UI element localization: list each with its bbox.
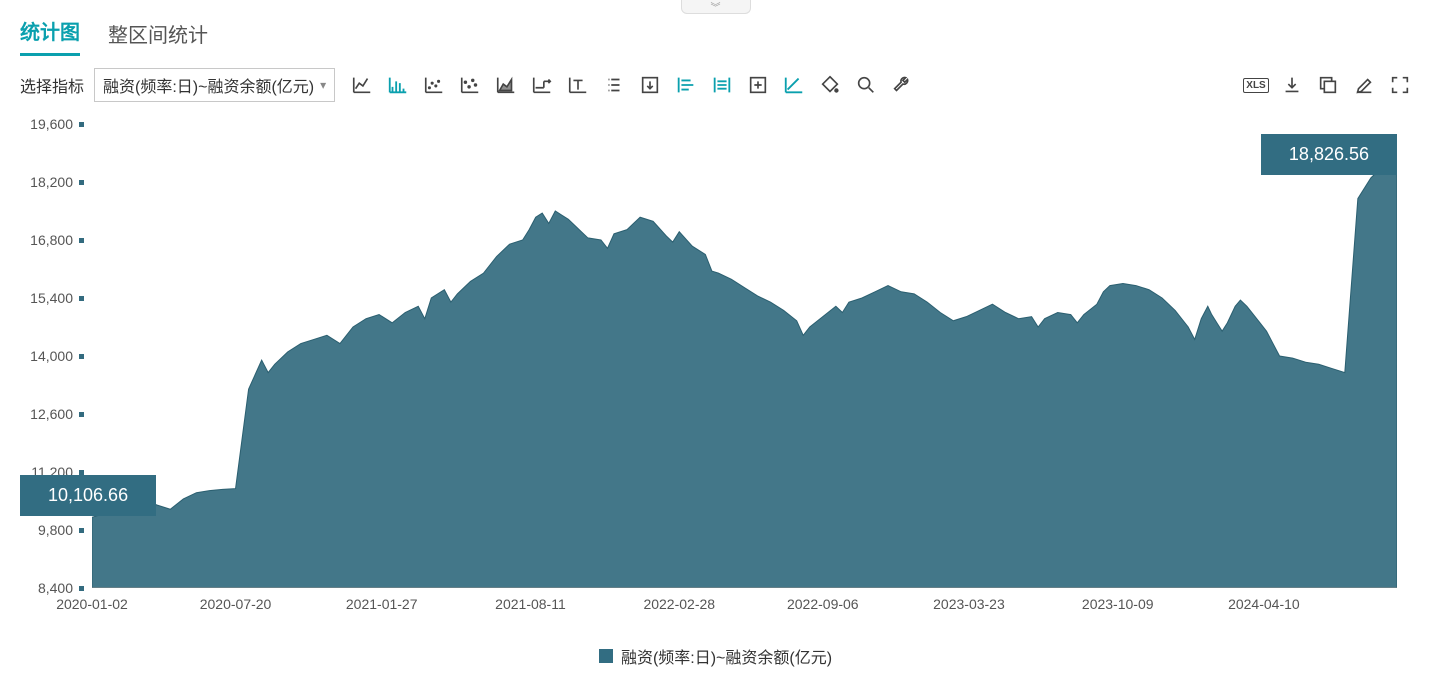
line-chart-icon[interactable] (351, 74, 373, 96)
y-tick: 15,400 (30, 290, 84, 306)
y-tick: 14,000 (30, 348, 84, 364)
chevron-down-icon: ▾ (320, 78, 326, 92)
chart-legend: 融资(频率:日)~融资余额(亿元) (20, 644, 1411, 668)
y-axis: 8,4009,80011,20012,60014,00015,40016,800… (20, 124, 92, 588)
start-value-callout: 10,106.66 (20, 475, 156, 516)
y-tick: 16,800 (30, 232, 84, 248)
step-chart-icon[interactable] (531, 74, 553, 96)
scatter-dots-icon[interactable] (423, 74, 445, 96)
y-tick: 19,600 (30, 116, 84, 132)
legend-swatch (599, 649, 613, 663)
indicator-dropdown[interactable]: 融资(频率:日)~融资余额(亿元) ▾ (94, 68, 335, 102)
toolbar-right: XLS (1245, 74, 1411, 96)
x-tick: 2022-02-28 (643, 596, 715, 612)
end-value-callout: 18,826.56 (1261, 134, 1397, 175)
x-tick: 2022-09-06 (787, 596, 859, 612)
paint-bucket-icon[interactable] (819, 74, 841, 96)
zoom-icon[interactable] (855, 74, 877, 96)
fullscreen-icon[interactable] (1389, 74, 1411, 96)
grid-add-icon[interactable] (747, 74, 769, 96)
x-axis: 2020-01-022020-07-202021-01-272021-08-11… (92, 594, 1397, 618)
area-chart-icon[interactable] (495, 74, 517, 96)
selector-label: 选择指标 (20, 73, 84, 97)
x-tick: 2021-08-11 (495, 596, 566, 612)
x-tick: 2023-03-23 (933, 596, 1005, 612)
copy-icon[interactable] (1317, 74, 1339, 96)
candle-top-icon[interactable] (567, 74, 589, 96)
x-tick: 2021-01-27 (346, 596, 418, 612)
tab-stat-chart[interactable]: 统计图 (20, 16, 80, 56)
y-tick: 8,400 (38, 580, 84, 596)
download-icon[interactable] (1281, 74, 1303, 96)
plot-area[interactable] (92, 124, 1397, 588)
scatter-plot-icon[interactable] (459, 74, 481, 96)
y-tick: 18,200 (30, 174, 84, 190)
settings-wrench-icon[interactable] (891, 74, 913, 96)
align-left-icon[interactable] (675, 74, 697, 96)
chart-type-toolbar (351, 74, 913, 96)
y-tick: 9,800 (38, 522, 84, 538)
indicator-selected: 融资(频率:日)~融资余额(亿元) (103, 73, 314, 97)
toolbar: 选择指标 融资(频率:日)~融资余额(亿元) ▾ XLS (0, 56, 1431, 110)
bar-chart-icon[interactable] (387, 74, 409, 96)
chart-area: 8,4009,80011,20012,60014,00015,40016,800… (20, 114, 1411, 674)
x-tick: 2020-07-20 (200, 596, 272, 612)
x-tick: 2020-01-02 (56, 596, 128, 612)
align-stretch-icon[interactable] (711, 74, 733, 96)
collapse-handle[interactable]: ︾ (681, 0, 751, 14)
trend-line-icon[interactable] (783, 74, 805, 96)
x-tick: 2023-10-09 (1082, 596, 1154, 612)
export-down-icon[interactable] (639, 74, 661, 96)
list-settings-icon[interactable] (603, 74, 625, 96)
x-tick: 2024-04-10 (1228, 596, 1300, 612)
legend-label: 融资(频率:日)~融资余额(亿元) (621, 644, 832, 668)
tab-range-stat[interactable]: 整区间统计 (108, 19, 208, 56)
edit-icon[interactable] (1353, 74, 1375, 96)
y-tick: 12,600 (30, 406, 84, 422)
export-xls-icon[interactable]: XLS (1245, 74, 1267, 96)
